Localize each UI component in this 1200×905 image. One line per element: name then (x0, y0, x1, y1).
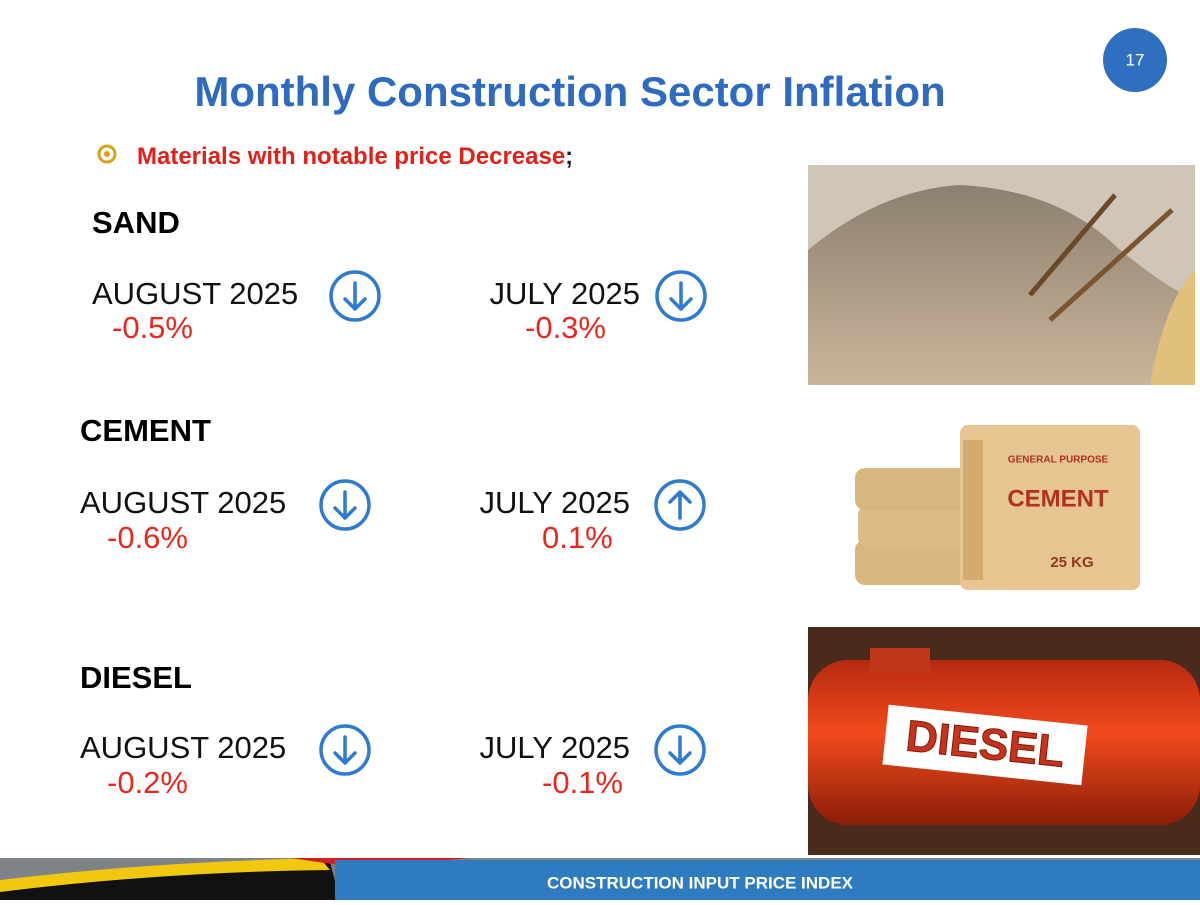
arrow-ring (319, 724, 371, 776)
period-value: -0.2% (107, 765, 188, 800)
arrow-ring (654, 724, 706, 776)
trend-arrow (319, 724, 371, 776)
trend-arrow (319, 479, 371, 531)
period-value: -0.3% (525, 310, 606, 345)
image-text: GENERAL PURPOSE (1008, 455, 1109, 466)
trend-arrow (654, 479, 706, 531)
period-value: -0.6% (107, 520, 188, 555)
footer-text: CONSTRUCTION INPUT PRICE INDEX (547, 873, 854, 892)
period-value: 0.1% (542, 520, 613, 555)
period-label: AUGUST 2025 (80, 485, 286, 520)
period-label: JULY 2025 (479, 730, 630, 765)
material-name: SAND (92, 205, 180, 240)
period-value: -0.5% (112, 310, 193, 345)
arrow-ring (654, 479, 706, 531)
period-label: JULY 2025 (479, 485, 630, 520)
sand-image (808, 165, 1195, 385)
arrow-shape (333, 735, 357, 765)
trend-arrow (329, 270, 381, 322)
arrow-shape (333, 490, 357, 520)
arrow-shape (343, 281, 367, 311)
arrow-shape (669, 281, 693, 311)
page-number: 17 (1126, 50, 1145, 69)
bullet-punctuation: ; (565, 143, 573, 170)
diesel-image (808, 627, 1200, 855)
arrow-shape (668, 735, 692, 765)
trend-arrow (654, 724, 706, 776)
bullet-icon (97, 144, 117, 164)
footer-band (0, 858, 1200, 900)
bullet: Materials with notable price Decrease; (137, 143, 573, 170)
image-text: CEMENT (1007, 485, 1109, 512)
material-name: CEMENT (80, 413, 211, 448)
cement-image (855, 425, 1140, 590)
arrow-ring (329, 270, 381, 322)
period-label: AUGUST 2025 (92, 276, 298, 311)
title: Monthly Construction Sector Inflation (194, 68, 945, 115)
trend-arrow (655, 270, 707, 322)
bullet-text: Materials with notable price Decrease (137, 143, 565, 170)
arrow-ring (319, 479, 371, 531)
arrow-ring (655, 270, 707, 322)
material-name: DIESEL (80, 660, 192, 695)
arrow-shape (668, 490, 692, 520)
image-text: 25 KG (1050, 554, 1093, 571)
period-value: -0.1% (542, 765, 623, 800)
page-badge (1103, 28, 1167, 92)
period-label: AUGUST 2025 (80, 730, 286, 765)
period-label: JULY 2025 (489, 276, 640, 311)
